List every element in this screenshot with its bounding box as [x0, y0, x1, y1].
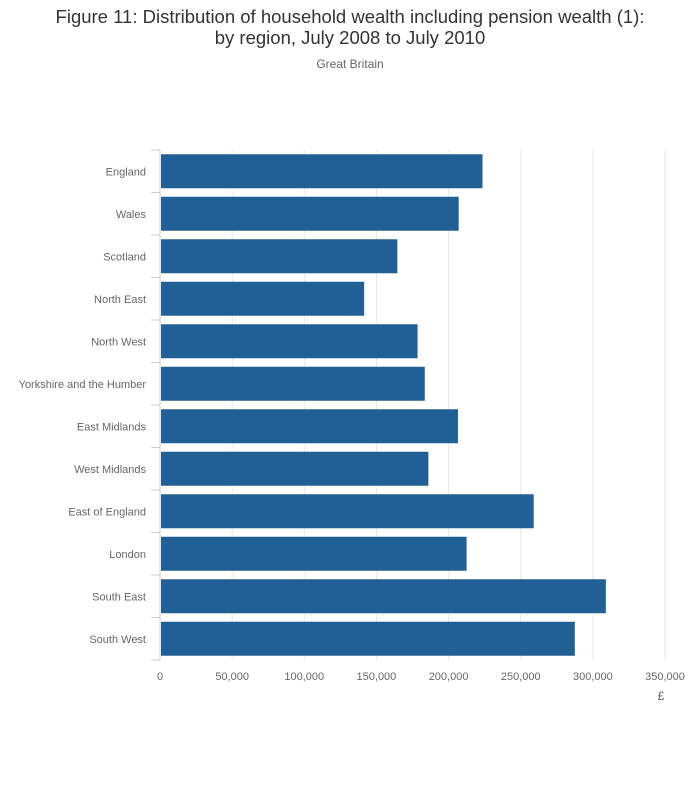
bar[interactable] — [161, 154, 483, 189]
bar[interactable] — [161, 579, 606, 614]
y-category-label: Yorkshire and the Humber — [19, 379, 147, 391]
bar[interactable] — [161, 536, 467, 571]
x-tick-label: 200,000 — [429, 671, 469, 683]
y-category-label: East of England — [68, 506, 146, 518]
bar[interactable] — [161, 324, 418, 359]
y-category-label: North East — [94, 294, 146, 306]
bar[interactable] — [161, 196, 459, 231]
bar[interactable] — [161, 451, 429, 486]
y-category-label: Scotland — [103, 251, 146, 263]
x-tick-label: 0 — [157, 671, 163, 683]
bar[interactable] — [161, 494, 534, 529]
chart-title-line-2: by region, July 2008 to July 2010 — [214, 27, 486, 48]
chart-subtitle: Great Britain — [316, 57, 384, 71]
bar[interactable] — [161, 239, 398, 274]
axes — [151, 149, 161, 661]
bar[interactable] — [161, 366, 425, 401]
x-axis-unit-label: £ — [658, 689, 665, 703]
x-tick-label: 50,000 — [215, 671, 249, 683]
x-tick-label: 300,000 — [573, 671, 613, 683]
y-category-label: North West — [91, 336, 146, 348]
y-category-label: East Midlands — [77, 421, 147, 433]
bar[interactable] — [161, 621, 575, 656]
y-category-label: South West — [89, 634, 146, 646]
bar[interactable] — [161, 281, 365, 316]
y-category-label: London — [109, 549, 146, 561]
y-axis-labels: England Wales Scotland North East North West… — [19, 166, 147, 646]
y-category-label: West Midlands — [74, 464, 146, 476]
bars — [161, 154, 606, 656]
bar[interactable] — [161, 409, 458, 444]
x-axis-ticks: 0 50,000 100,000 150,000 200,000 250,000 300,0… — [157, 671, 685, 683]
x-tick-label: 100,000 — [284, 671, 324, 683]
y-category-label: England — [106, 166, 146, 178]
chart-title: Figure 11: Distribution of household wea… — [0, 6, 700, 48]
x-tick-label: 350,000 — [645, 671, 685, 683]
gridlines — [231, 150, 666, 660]
y-category-label: Wales — [116, 209, 147, 221]
y-category-label: South East — [92, 591, 146, 603]
chart-title-line-1: Figure 11: Distribution of household wea… — [55, 6, 645, 27]
x-tick-label: 250,000 — [501, 671, 541, 683]
x-tick-label: 150,000 — [357, 671, 397, 683]
